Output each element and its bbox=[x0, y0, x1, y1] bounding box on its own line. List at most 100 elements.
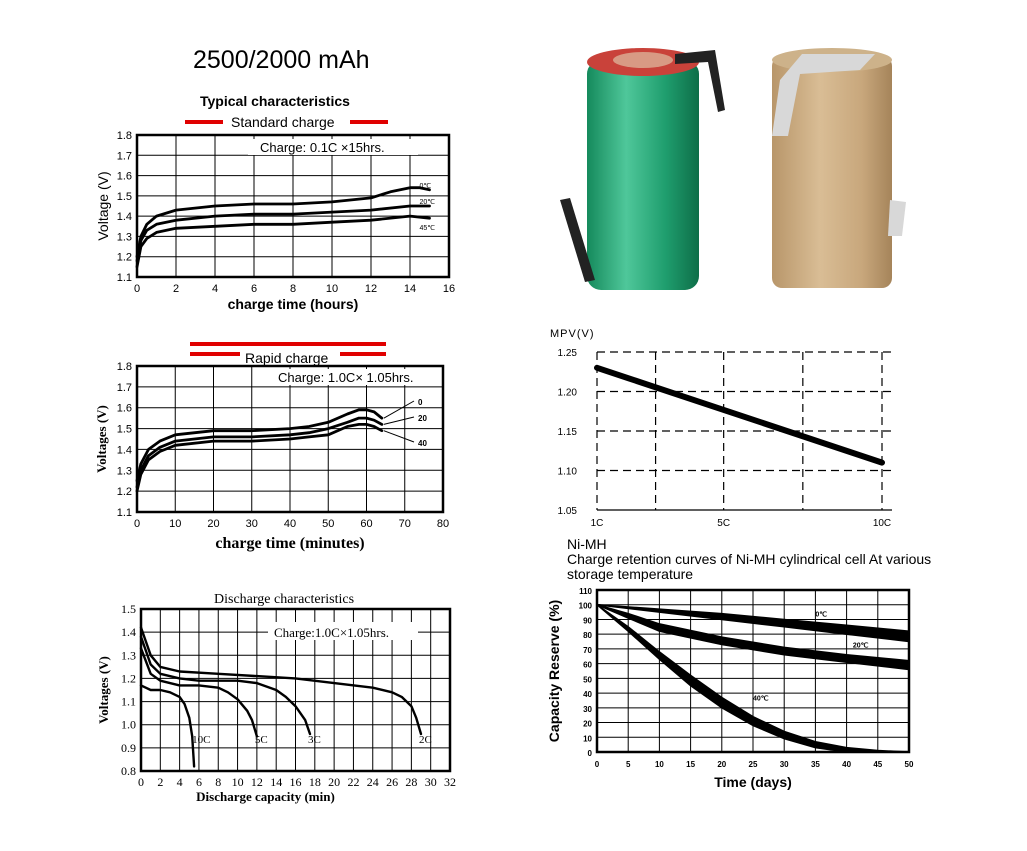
y-tick-label: 1.1 bbox=[117, 507, 132, 519]
x-tick-label: 4 bbox=[212, 283, 218, 295]
y-tick-label: 40 bbox=[583, 690, 592, 699]
chart-title: Discharge characteristics bbox=[214, 592, 355, 607]
y-axis-label: Voltages (V) bbox=[94, 405, 109, 473]
series-line-2 bbox=[135, 423, 384, 493]
x-tick-label: 60 bbox=[360, 518, 372, 530]
page-title: 2500/2000 mAh bbox=[193, 46, 370, 74]
x-tick-label: 10 bbox=[326, 283, 338, 295]
red-bar bbox=[190, 352, 240, 356]
y-tick-label: 70 bbox=[583, 646, 592, 655]
y-tick-label: 1.8 bbox=[117, 130, 132, 142]
chart-title: Typical characteristics bbox=[200, 93, 350, 109]
y-tick-label: 1.25 bbox=[558, 348, 578, 359]
x-tick-label: 0 bbox=[595, 760, 600, 769]
y-axis-label: Voltages (V) bbox=[96, 656, 111, 724]
x-tick-label: 0 bbox=[138, 775, 144, 789]
chart-subtitle: Standard charge bbox=[231, 114, 335, 130]
red-bar bbox=[350, 120, 388, 124]
series-label: 20℃ bbox=[420, 199, 436, 206]
x-tick-label: 12 bbox=[251, 775, 263, 789]
y-tick-label: 1.10 bbox=[558, 467, 578, 478]
annotation-bg bbox=[270, 369, 440, 385]
y-tick-label: 30 bbox=[583, 705, 592, 714]
x-tick-label: 24 bbox=[367, 775, 379, 789]
x-tick-label: 18 bbox=[309, 775, 321, 789]
series-label: 45℃ bbox=[420, 225, 436, 232]
series-label: 20℃ bbox=[853, 641, 869, 649]
series-leader bbox=[383, 430, 415, 443]
y-tick-label: 50 bbox=[583, 675, 592, 684]
series-line-0 bbox=[135, 186, 431, 259]
chart-annotation: Charge: 0.1C ×15hrs. bbox=[260, 140, 385, 155]
x-axis-label: Discharge capacity (min) bbox=[196, 789, 335, 804]
y-tick-label: 1.8 bbox=[117, 361, 132, 373]
red-bar bbox=[340, 352, 386, 356]
x-tick-label: 12 bbox=[365, 283, 377, 295]
x-tick-label: 22 bbox=[347, 775, 359, 789]
y-tick-label: 1.1 bbox=[117, 272, 132, 284]
series-line-0 bbox=[135, 408, 384, 483]
plot-frame bbox=[595, 588, 911, 754]
x-tick-label: 15 bbox=[686, 760, 695, 769]
y-tick-label: 0 bbox=[588, 749, 593, 758]
chart-subtitle: Rapid charge bbox=[245, 350, 329, 366]
green-cell-photo bbox=[560, 48, 725, 290]
y-tick-label: 1.4 bbox=[117, 211, 132, 223]
y-tick-label: 100 bbox=[579, 602, 593, 611]
x-tick-label: 16 bbox=[290, 775, 302, 789]
x-tick-label: 45 bbox=[873, 760, 882, 769]
annotation-bg bbox=[248, 139, 418, 155]
x-tick-label: 14 bbox=[404, 283, 416, 295]
x-tick-label: 50 bbox=[322, 518, 334, 530]
battery-photos bbox=[560, 48, 906, 290]
series-label: 5C bbox=[255, 734, 268, 746]
y-tick-label: 1.7 bbox=[117, 382, 132, 394]
x-axis-label: charge time (hours) bbox=[228, 296, 359, 312]
x-tick-label: 2 bbox=[157, 775, 163, 789]
y-tick-label: 10 bbox=[583, 734, 592, 743]
y-tick-label: 1.3 bbox=[117, 465, 132, 477]
x-tick-label: 2 bbox=[173, 283, 179, 295]
series-label: 10C bbox=[192, 734, 210, 746]
series-band-2 bbox=[596, 604, 910, 753]
y-tick-label: 1.2 bbox=[121, 671, 136, 685]
y-tick-label: 1.0 bbox=[121, 718, 136, 732]
x-tick-label: 50 bbox=[905, 760, 914, 769]
series-label: 3C bbox=[308, 734, 321, 746]
plot-frame bbox=[135, 364, 445, 514]
y-tick-label: 0.8 bbox=[121, 764, 136, 778]
y-tick-label: 110 bbox=[579, 587, 592, 596]
series-line-2 bbox=[139, 647, 259, 738]
x-axis-label: charge time (minutes) bbox=[215, 535, 364, 552]
x-tick-label: 10 bbox=[655, 760, 664, 769]
y-tick-label: 60 bbox=[583, 661, 592, 670]
paper-cell-photo bbox=[772, 48, 906, 288]
x-tick-label: 40 bbox=[284, 518, 296, 530]
series-label: 0℃ bbox=[815, 611, 827, 619]
series-leader bbox=[383, 400, 415, 419]
x-tick-label: 20 bbox=[207, 518, 219, 530]
y-tick-label: 1.05 bbox=[558, 506, 578, 517]
x-tick-label: 26 bbox=[386, 775, 398, 789]
x-tick-label: 6 bbox=[251, 283, 257, 295]
chart-annotation: Charge:1.0C×1.05hrs. bbox=[274, 625, 389, 640]
y-tick-label: 1.2 bbox=[117, 252, 132, 264]
chart-subtitle: Charge retention curves of Ni-MH cylindr… bbox=[567, 551, 932, 582]
y-tick-label: 0.9 bbox=[121, 741, 136, 755]
x-tick-label: 40 bbox=[842, 760, 851, 769]
x-tick-label: 6 bbox=[196, 775, 202, 789]
series-line-1 bbox=[135, 416, 384, 489]
series-band-1 bbox=[596, 603, 910, 671]
series-label: 0℃ bbox=[420, 183, 432, 190]
chart-annotation: Charge: 1.0C× 1.05hrs. bbox=[278, 370, 414, 385]
x-tick-label: 10C bbox=[873, 518, 891, 529]
y-tick-label: 1.3 bbox=[117, 231, 132, 243]
x-tick-label: 10 bbox=[169, 518, 181, 530]
x-tick-label: 35 bbox=[811, 760, 820, 769]
series-label: 20 bbox=[418, 414, 427, 423]
y-tick-label: 1.2 bbox=[117, 486, 132, 498]
